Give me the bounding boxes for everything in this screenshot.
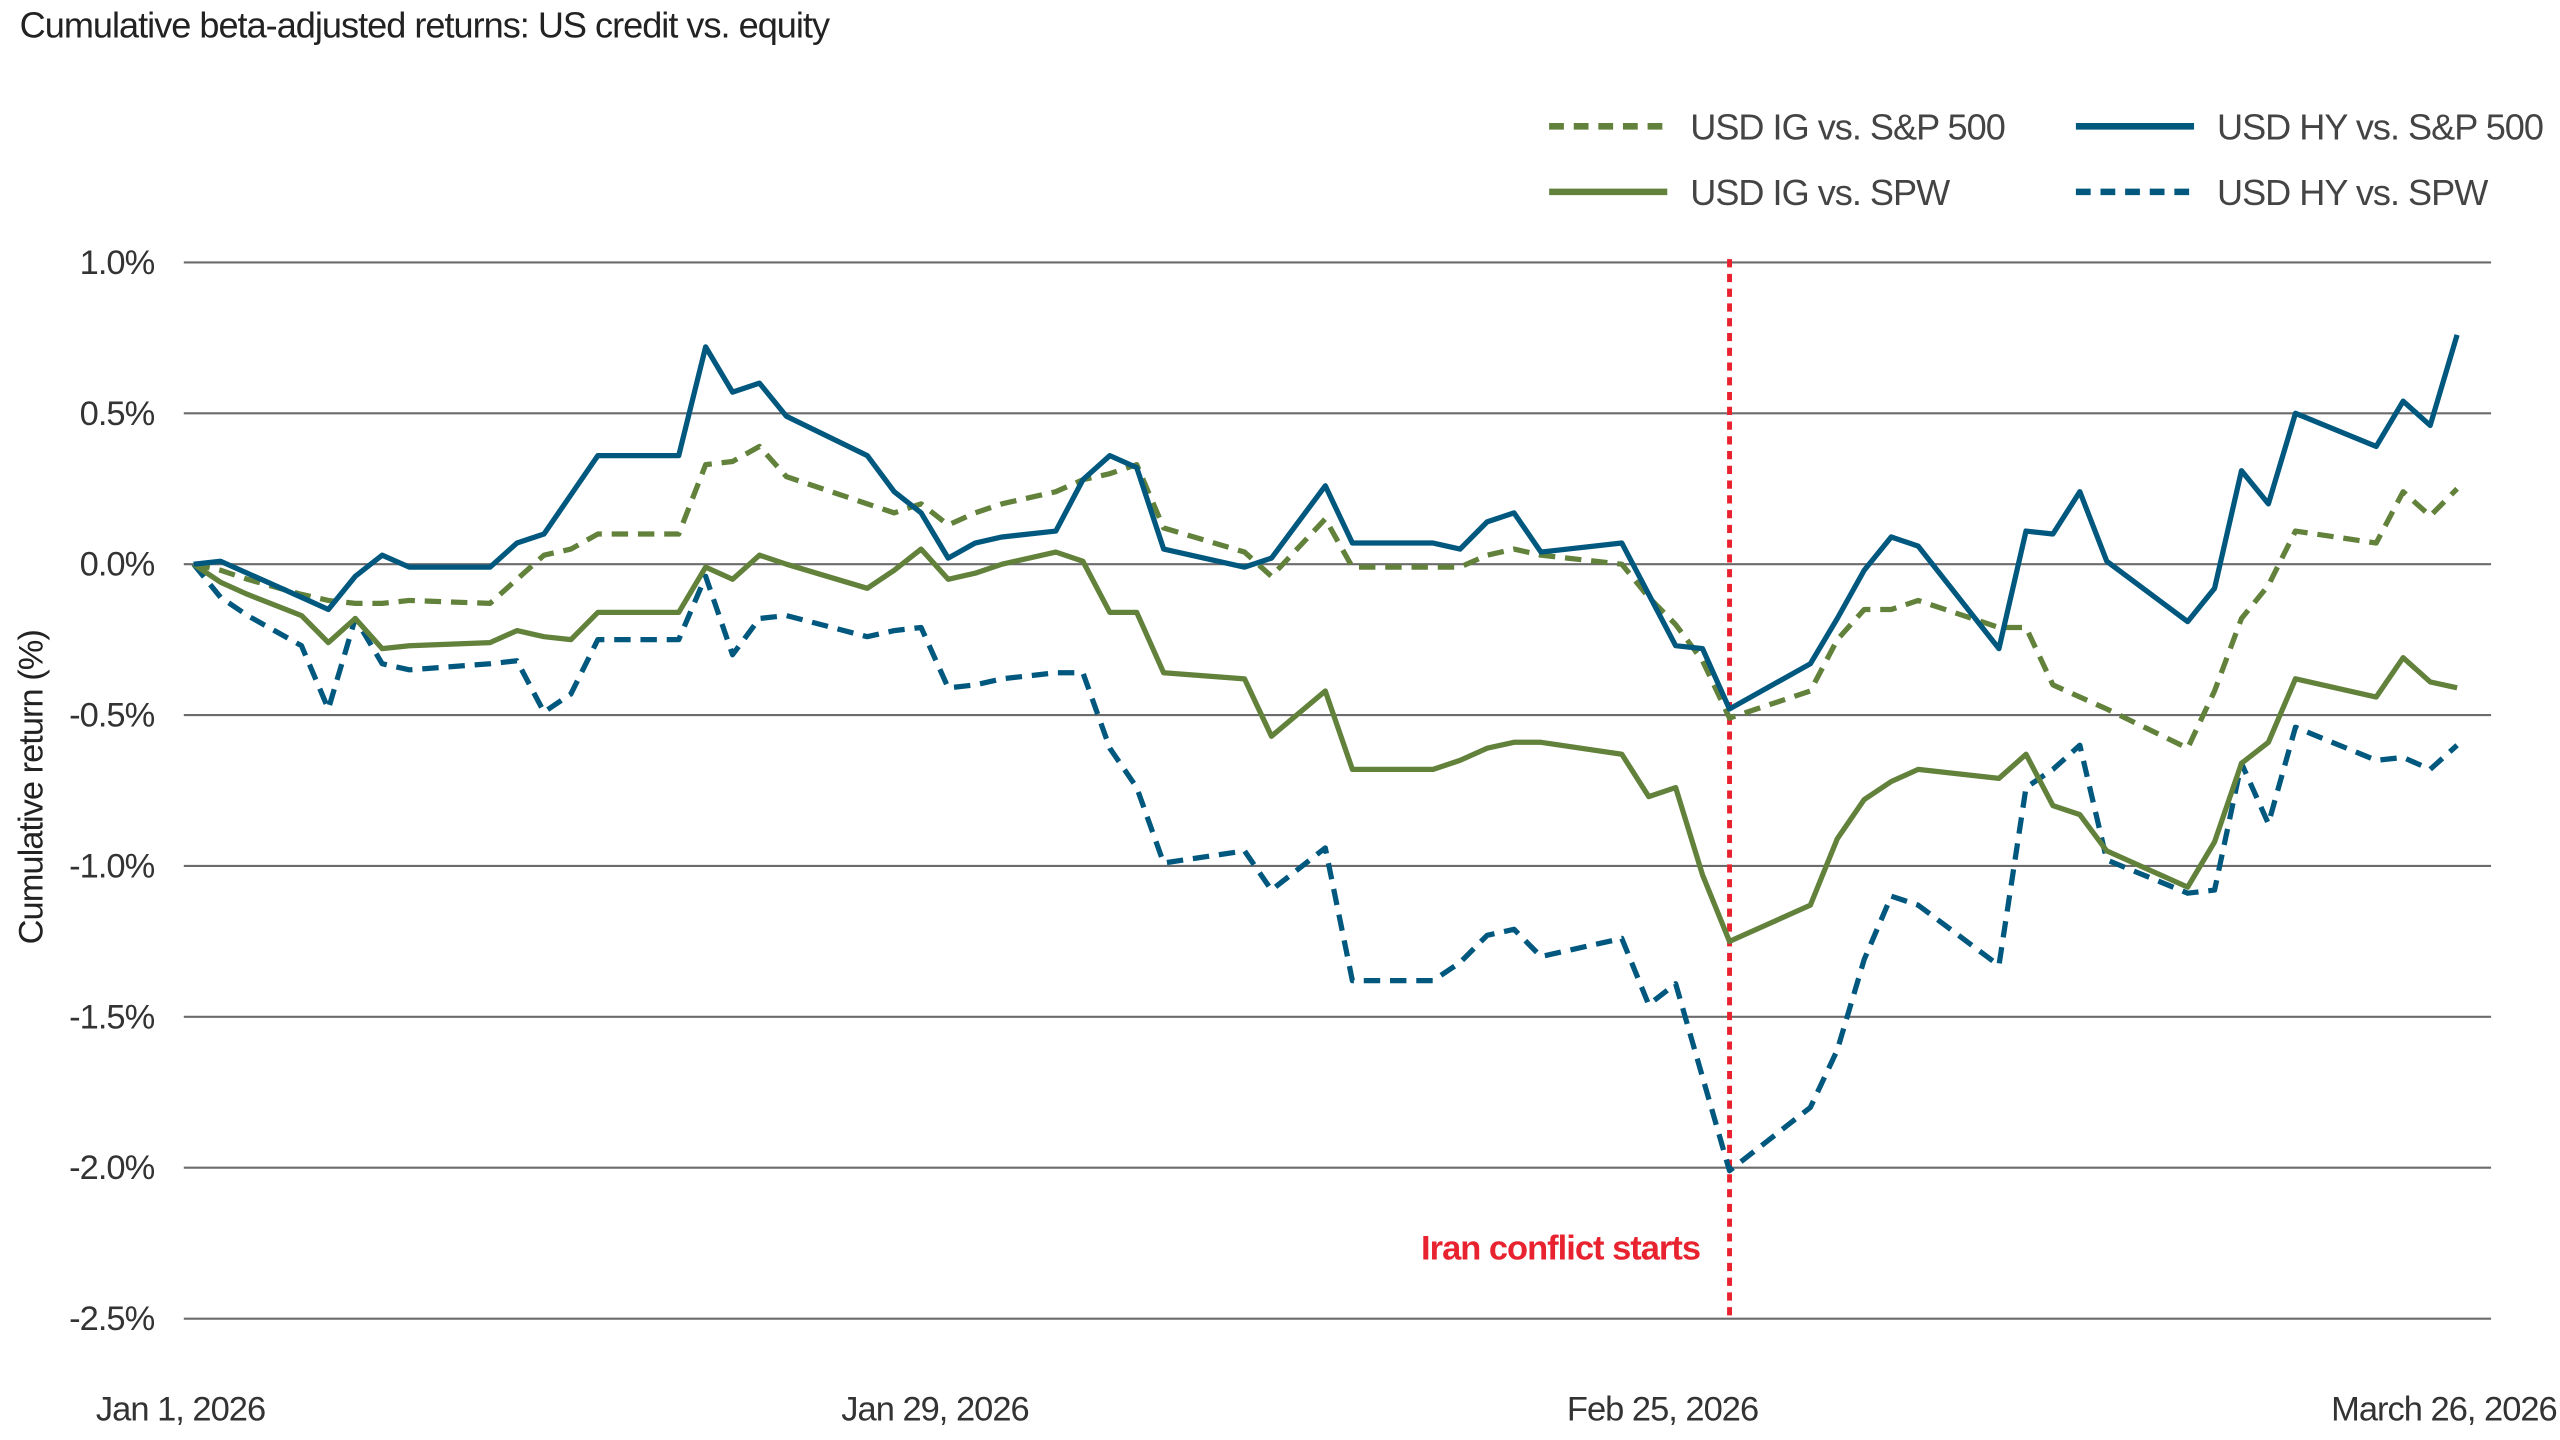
annotation-layer: Iran conflict starts [1421,259,1733,1322]
legend-label: USD HY vs. SPW [2217,172,2488,213]
y-tick-label: 0.5% [80,395,155,433]
x-tick-label: Jan 1, 2026 [96,1390,265,1428]
x-axis-ticks: Jan 1, 2026 Jan 29, 2026 Feb 25, 2026 March… [96,1390,2558,1428]
y-tick-label: -0.5% [69,697,154,735]
y-tick-label: 1.0% [80,244,155,282]
y-axis-ticks: 1.0% 0.5% 0.0% -0.5% -1.0% -1.5% -2.0% -2.5% [69,244,155,1338]
iran-conflict-label: Iran conflict starts [1421,1230,1700,1268]
series-line-usd-hy-vs-spw [191,562,2459,1174]
legend: USD IG vs. S&P 500 USD HY vs. S&P 500 USD … [1549,106,2544,213]
x-tick-label: Jan 29, 2026 [841,1390,1028,1428]
x-tick-label: Feb 25, 2026 [1567,1390,1758,1428]
legend-label: USD HY vs. S&P 500 [2217,106,2543,147]
y-tick-label: -1.5% [69,998,154,1036]
series-line-usd-ig-vs-s-p-500 [193,443,2459,751]
y-tick-label: 0.0% [80,546,155,584]
legend-label: USD IG vs. S&P 500 [1690,106,2005,147]
series-lines [191,334,2460,1174]
x-tick-label: March 26, 2026 [2331,1390,2557,1428]
legend-label: USD IG vs. SPW [1690,172,1950,213]
y-tick-label: -2.5% [69,1300,154,1338]
series-line-usd-ig-vs-spw [192,546,2458,945]
y-tick-label: -1.0% [69,847,154,885]
series-line-usd-hy-vs-s-p-500 [193,334,2460,712]
gridlines [183,261,2492,1320]
y-axis-label: Cumulative return (%) [13,630,51,944]
chart-title: Cumulative beta-adjusted returns: US cre… [20,5,830,46]
y-tick-label: -2.0% [69,1149,154,1187]
